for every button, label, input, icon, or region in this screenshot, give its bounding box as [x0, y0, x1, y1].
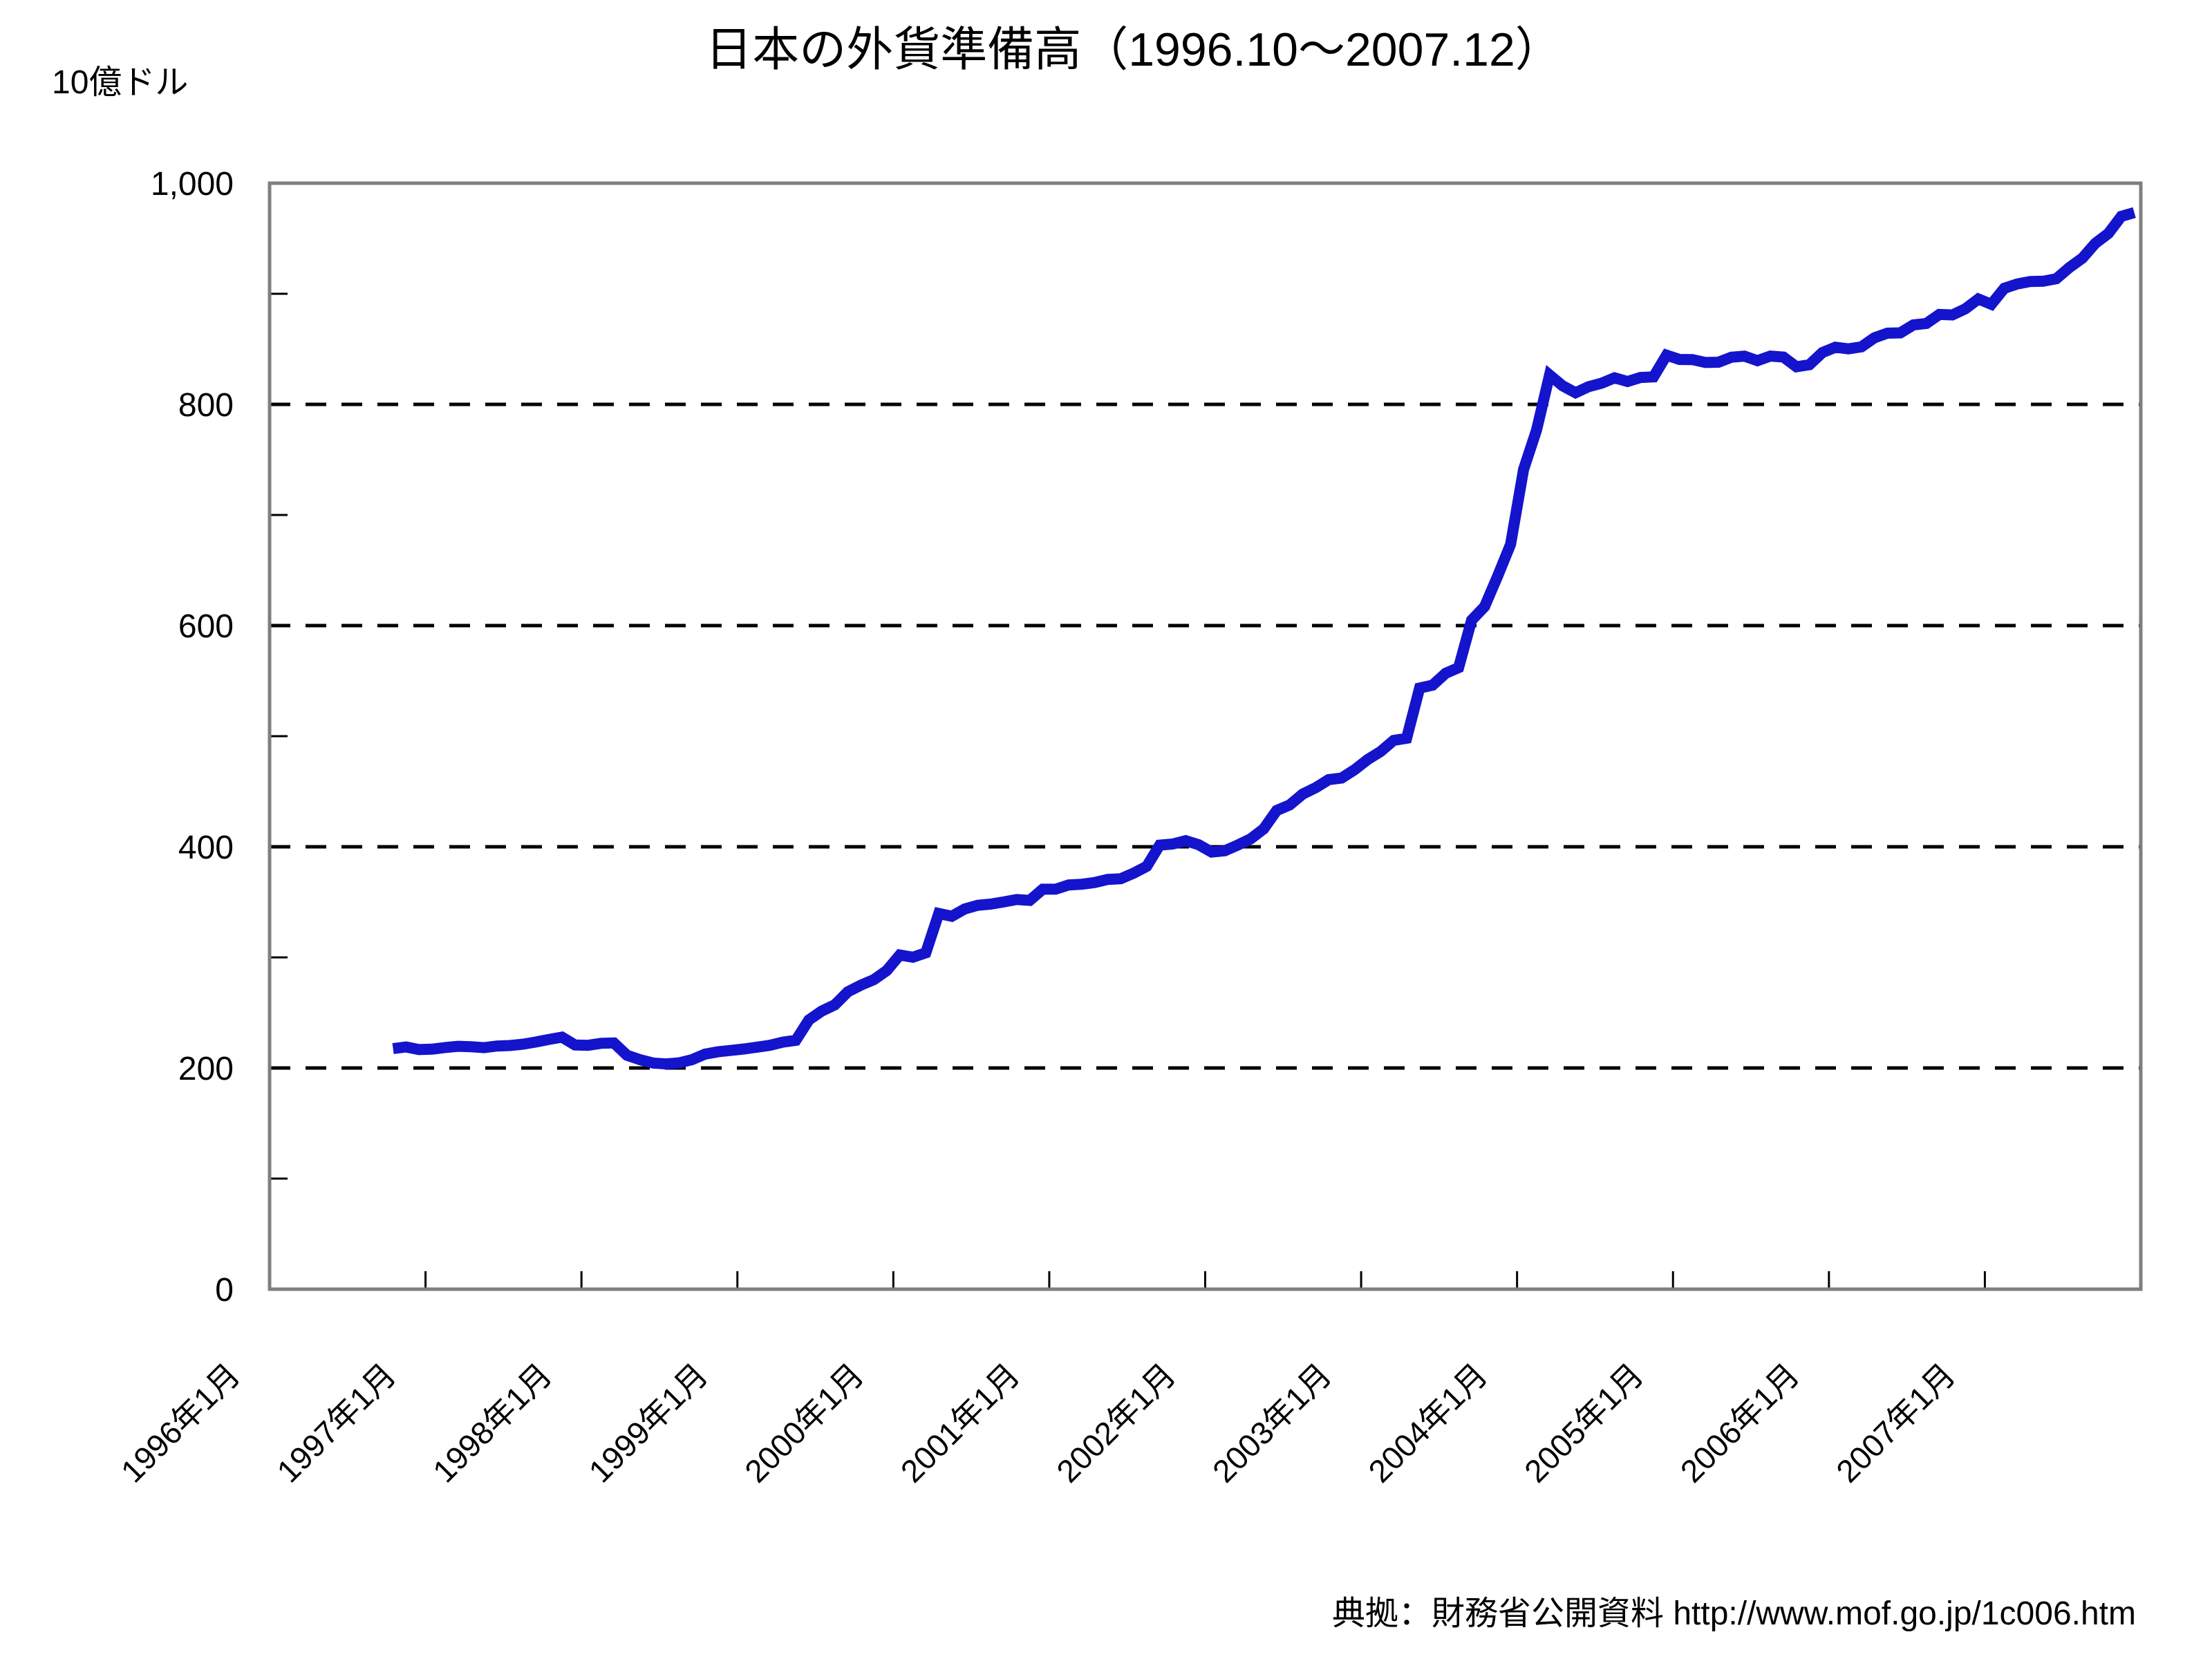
gridlines-group [270, 181, 2141, 1070]
source-note: 典拠：財務省公開資料 http://www.mof.go.jp/1c006.ht… [1332, 1595, 2136, 1632]
x-tick-label-1997: 1997年1月 [270, 1356, 402, 1489]
x-tick-label-1996: 1996年1月 [114, 1356, 247, 1489]
x-tick-labels-group: 1996年1月 1997年1月 1998年1月 1999年1月 2000年1月 2001年… [114, 1356, 1962, 1489]
y-ticks-group [270, 182, 288, 1180]
y-tick-label-0: 0 [215, 1272, 234, 1309]
x-tick-label-2004: 2004年1月 [1361, 1356, 1494, 1489]
x-tick-label-2001: 2001年1月 [894, 1356, 1027, 1489]
y-tick-label-800: 800 [178, 387, 234, 424]
x-tick-label-2000: 2000年1月 [738, 1356, 870, 1489]
plot-border [268, 181, 2143, 1291]
x-tick-label-2003: 2003年1月 [1206, 1356, 1338, 1489]
y-tick-labels-group: 0 200 400 600 800 1,000 [151, 166, 234, 1309]
y-tick-label-200: 200 [178, 1051, 234, 1087]
y-tick-label-400: 400 [178, 830, 234, 866]
x-tick-label-1998: 1998年1月 [426, 1356, 559, 1489]
x-tick-label-2006: 2006年1月 [1674, 1356, 1806, 1489]
x-ticks-group [424, 1271, 2142, 1289]
x-tick-label-1999: 1999年1月 [582, 1356, 715, 1489]
x-tick-label-2005: 2005年1月 [1517, 1356, 1650, 1489]
y-axis-unit-label: 10億ドル [52, 64, 188, 101]
chart-title: 日本の外貨準備高（1996.10〜2007.12） [705, 24, 1562, 76]
y-tick-label-1000: 1,000 [151, 166, 234, 203]
x-tick-label-2007: 2007年1月 [1829, 1356, 1962, 1489]
x-tick-label-2002: 2002年1月 [1049, 1356, 1182, 1489]
y-tick-label-600: 600 [178, 608, 234, 645]
series-line [392, 207, 2136, 1070]
